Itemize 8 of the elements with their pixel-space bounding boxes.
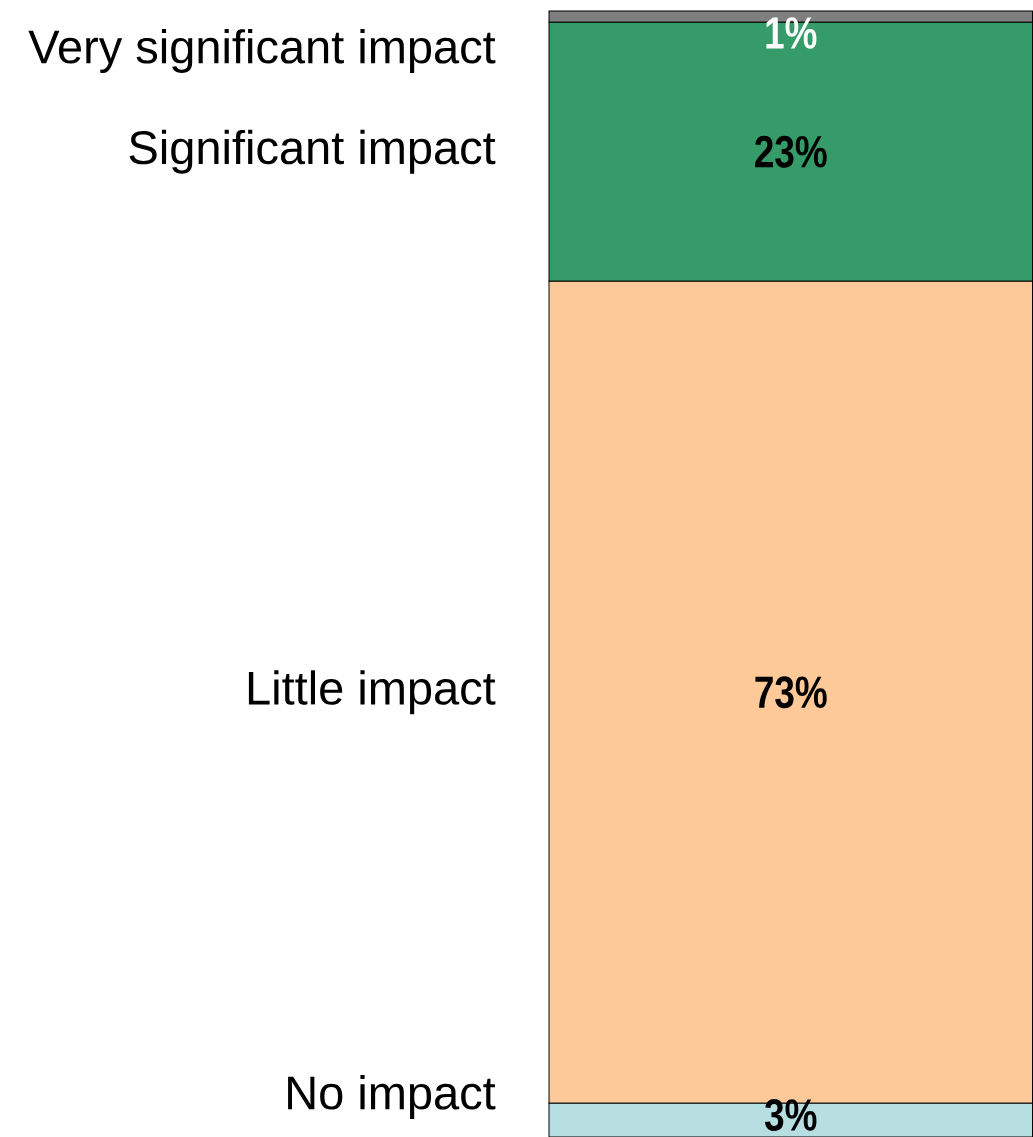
series-label: Little impact <box>248 670 496 715</box>
data-label: 3% <box>764 1099 817 1131</box>
series-label: Very significant impact <box>28 29 496 73</box>
data-label: 73% <box>755 676 827 709</box>
series-label: Significant impact <box>129 129 496 174</box>
data-label: 23% <box>755 135 827 168</box>
series-label: No impact <box>288 1075 496 1119</box>
data-label: 1% <box>766 17 817 49</box>
